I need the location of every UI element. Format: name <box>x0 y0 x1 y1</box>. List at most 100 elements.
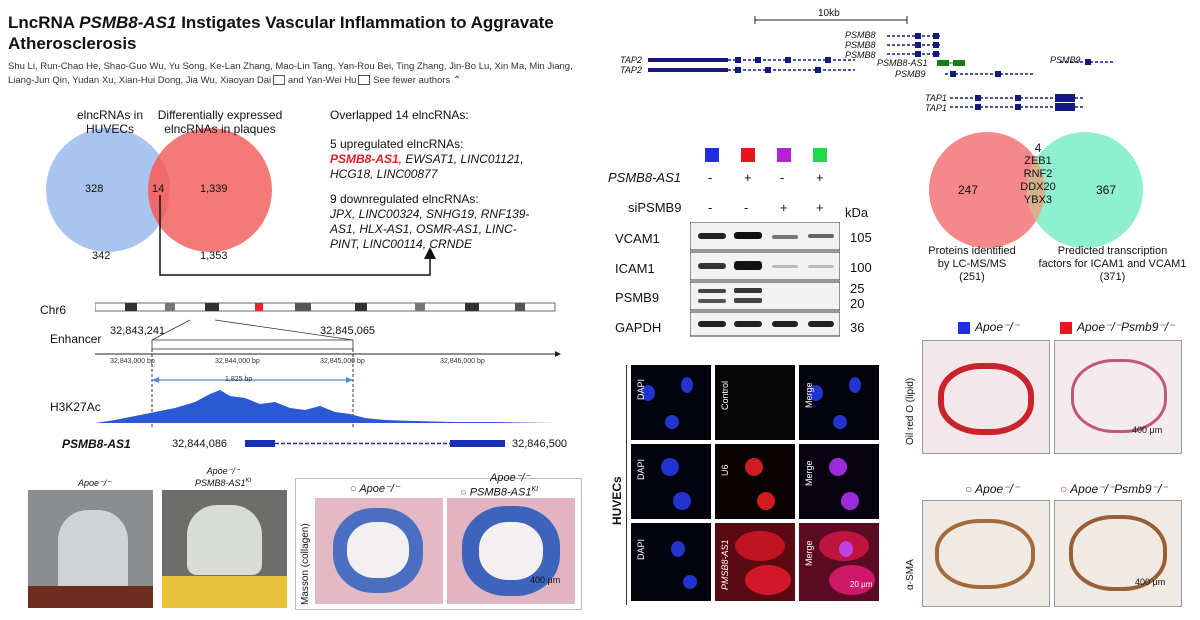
wb-row2-val-3: + <box>780 200 788 215</box>
lane-color-3 <box>777 148 791 162</box>
sma-stain-right <box>1054 500 1182 607</box>
apoe-ko-psmb8as1-ki-aorta-photo <box>162 490 287 608</box>
enhancer-start: 32,843,241 <box>110 325 166 337</box>
fish-r1-control-label: Control <box>720 380 730 410</box>
wb-band-vcam1: VCAM1 <box>615 231 660 246</box>
fish-r3-psmb8as1 <box>715 523 795 601</box>
psmb8-as1-label: PSMB8-AS1 <box>877 58 928 68</box>
sma-legend-1: ○ Apoe⁻/⁻ <box>965 482 1020 496</box>
fish-r1-merge-label: Merge <box>804 382 814 408</box>
venn-right-total: 1,353 <box>200 250 228 262</box>
enhancer-span: 1,825 bp <box>225 376 253 383</box>
venn-left-total: 342 <box>92 250 111 262</box>
gene-end: 32,846,500 <box>512 438 568 450</box>
wb-row2-val-2: - <box>744 200 749 215</box>
fish-r3-merge-label: Merge <box>804 540 814 566</box>
wb-band-icam1: ICAM1 <box>615 261 655 276</box>
sma-axis-wrap: α-SMA <box>905 510 917 610</box>
mail-icon[interactable] <box>358 75 371 86</box>
fish-r2-u6 <box>715 444 795 519</box>
coord-tick-1: 32,843,000 bp <box>110 358 155 365</box>
venn-diagram-tfs <box>929 132 1143 248</box>
mail-icon[interactable] <box>273 75 286 86</box>
venn2-left-caption: Proteins identified by LC-MS/MS (251) <box>928 245 1016 283</box>
psmb9-kda-2: 20 <box>850 296 865 311</box>
venn-right-label: Differentially expressed elncRNAs in plaq… <box>157 108 283 136</box>
tap2-label-2: TAP2 <box>620 65 642 75</box>
loci-scale: 10kb <box>818 8 840 19</box>
wb-band-gapdh: GAPDH <box>615 320 662 335</box>
photo-left-label: Apoe⁻/⁻ <box>78 478 112 488</box>
psmb8-label-3: PSMB8 <box>845 50 876 60</box>
lane-color-2 <box>741 148 755 162</box>
venn2-overlap: 4 ZEB1 RNF2 DDX20 YBX3 <box>1020 141 1056 207</box>
gene-model <box>245 440 505 447</box>
wb-row1-label: PSMB8-AS1 <box>608 170 681 185</box>
gene-start: 32,844,086 <box>172 438 228 450</box>
fish-r2-dapi-label: DAPI <box>636 458 646 480</box>
wb-band-psmb9: PSMB9 <box>615 290 660 305</box>
venn-right-only-count: 1,339 <box>200 183 228 195</box>
fish-r3-psmb8as1-label: PMSB8-AS1 <box>720 539 730 590</box>
psmb9-kda-1: 25 <box>850 281 865 296</box>
wb-row2-val-1: - <box>708 200 713 215</box>
chromosome-ideogram <box>95 302 556 312</box>
masson-stain-left <box>315 498 443 604</box>
sma-scale: 400 μm <box>1135 577 1166 587</box>
lane-color-4 <box>813 148 827 162</box>
fish-side-label-wrap: HUVECs <box>610 365 624 605</box>
tap1-label-1: TAP1 <box>925 93 947 103</box>
overlap-arrow <box>159 195 436 276</box>
fish-r2-dapi <box>631 444 711 519</box>
wb-row2-label: siPSMB9 <box>628 200 682 215</box>
sma-axis: α-SMA <box>905 559 916 590</box>
fish-r2-merge-label: Merge <box>804 460 814 486</box>
masson-legend-1: ○ Apoe⁻/⁻ <box>350 483 400 495</box>
overlap-list: Overlapped 14 elncRNAs: 5 upregulated el… <box>330 108 530 251</box>
masson-stain-right <box>447 498 575 604</box>
fish-side-label: HUVECs <box>610 476 624 525</box>
venn2-right-count: 367 <box>1096 183 1117 197</box>
western-blot-image <box>690 222 840 337</box>
fish-r3-dapi <box>631 523 711 601</box>
oilred-stain-left <box>922 340 1050 454</box>
venn-left-circle <box>46 128 170 252</box>
fish-r2-merge <box>799 444 879 519</box>
apoe-ko-aorta-photo <box>28 490 153 608</box>
psmb8-label-2: PSMB8 <box>845 40 876 50</box>
fish-r3-dapi-label: DAPI <box>636 538 646 560</box>
kda-label: kDa <box>845 205 869 220</box>
h3k27ac-track <box>95 377 555 423</box>
wb-row2-val-4: + <box>816 200 824 215</box>
wb-row1-val-3: - <box>780 170 785 185</box>
fish-scale: 20 μm <box>850 580 873 589</box>
enhancer-end: 32,845,065 <box>320 325 376 337</box>
oilred-axis: Oil red O (lipid) <box>905 377 916 445</box>
oilred-legend-2-swatch <box>1060 322 1072 334</box>
gene-label: PSMB8-AS1 <box>62 437 131 451</box>
sma-stain-left <box>922 500 1050 607</box>
coord-tick-4: 32,846,000 bp <box>440 358 485 365</box>
oilred-legend-1: Apoe⁻/⁻ <box>975 320 1020 334</box>
wb-row1-val-2: + <box>744 170 752 185</box>
gene-loci-track <box>648 16 1115 111</box>
venn-left-only-count: 328 <box>85 183 104 195</box>
chromosome-label: Chr6 <box>40 303 67 317</box>
fish-r3-merge <box>799 523 879 601</box>
oilred-axis-wrap: Oil red O (lipid) <box>905 345 917 455</box>
gapdh-kda: 36 <box>850 320 865 335</box>
venn-left-label: elncRNAs in HUVECs <box>76 108 144 136</box>
see-fewer-authors-link[interactable]: See fewer authors <box>373 75 451 86</box>
masson-scale: 400 μm <box>530 575 561 585</box>
venn2-left-count: 247 <box>958 183 979 197</box>
lane-color-1 <box>705 148 719 162</box>
psmb9-label-1: PSMB9 <box>895 69 926 79</box>
chevron-up-icon[interactable]: ⌃ <box>452 75 462 86</box>
sma-legend-2: ○ Apoe⁻/⁻Psmb9⁻/⁻ <box>1060 482 1168 496</box>
wb-row1-val-1: - <box>708 170 713 185</box>
venn-diagram-elncrnas <box>46 128 272 252</box>
fish-r1-control <box>715 365 795 440</box>
vcam1-kda: 105 <box>850 230 872 245</box>
oilred-scale: 400 μm <box>1132 425 1163 435</box>
authors-line-1: Shu Li, Run-Chao He, Shao-Guo Wu, Yu Son… <box>8 61 573 72</box>
